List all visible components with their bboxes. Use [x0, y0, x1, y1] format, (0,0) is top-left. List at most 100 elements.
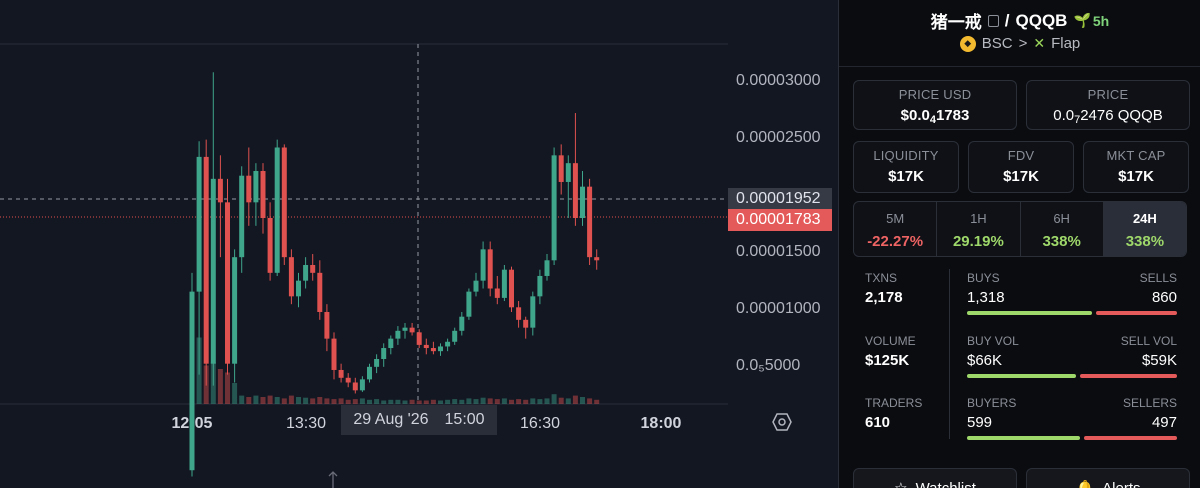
volume-bar	[253, 395, 259, 404]
mkt-cap-label: MKT CAP	[1106, 148, 1166, 163]
traders-label: TRADERS	[865, 396, 923, 410]
bell-icon: 🔔	[1075, 479, 1094, 488]
crosshair-price-tag: 0.00001952	[728, 188, 832, 210]
buyers-sellers-stat: BUYERS SELLERS 599 497	[967, 396, 1177, 456]
candle-body	[324, 312, 330, 339]
candle-body	[260, 171, 266, 218]
liquidity-value: $17K	[888, 168, 924, 185]
scroll-arrow-icon[interactable]	[326, 470, 340, 488]
candle-body	[587, 186, 593, 258]
candle-body	[246, 175, 252, 203]
volume-bar	[296, 397, 301, 404]
settings-hexagon-icon[interactable]	[772, 412, 792, 432]
candle-body	[281, 147, 287, 258]
volume-bar	[317, 397, 323, 404]
sprout-icon: 🌱	[1073, 12, 1091, 28]
volume-bar	[494, 399, 500, 404]
trade-stats: TXNS 2,178 VOLUME $125K TRADERS 610 BUYS…	[853, 257, 1187, 457]
token-name: 猪一戒	[930, 13, 982, 32]
volume-bar	[530, 398, 536, 404]
sell-vol-label: SELL VOL	[1120, 334, 1177, 348]
volume-bar	[331, 399, 337, 404]
volume-bar	[352, 399, 358, 404]
candle-body	[459, 316, 465, 331]
mkt-cap-value: $17K	[1118, 168, 1154, 185]
quote-symbol: QQQB	[1015, 10, 1068, 30]
alerts-button[interactable]: 🔔 Alerts	[1026, 468, 1190, 488]
price-axis-label: 0.00001000	[736, 300, 821, 317]
volume-bar	[509, 399, 514, 404]
candle-body	[537, 275, 543, 297]
sellers-value: 497	[1151, 414, 1177, 431]
volume-bar	[338, 398, 344, 404]
candle-body	[189, 291, 195, 471]
tab-24h[interactable]: 24H 338%	[1103, 202, 1186, 256]
tab-1h[interactable]: 1H 29.19%	[937, 202, 1021, 256]
mkt-cap-box: MKT CAP $17K	[1083, 141, 1189, 193]
volume-bar	[310, 398, 316, 404]
buyers-label: BUYERS	[967, 396, 1017, 410]
volume-bar	[459, 399, 465, 404]
volume-bar	[523, 399, 529, 404]
pair-age-value: 5h	[1092, 12, 1110, 29]
candle-body	[466, 291, 472, 317]
candle-body	[210, 178, 216, 364]
stats-divider	[949, 269, 950, 439]
chain-name[interactable]: BSC	[981, 35, 1013, 52]
buyers-value: 599	[967, 414, 993, 431]
volume-bar	[246, 397, 252, 404]
liquidity-box: LIQUIDITY $17K	[853, 141, 959, 193]
tab-6h[interactable]: 6H 338%	[1021, 202, 1104, 256]
volume-bar	[580, 397, 585, 404]
candle-body	[338, 369, 344, 378]
candle-body	[296, 280, 301, 297]
volume-bar	[587, 398, 593, 404]
volume-bar	[466, 398, 472, 404]
volume-bar	[395, 399, 401, 404]
crosshair-time: 15:00	[444, 411, 485, 428]
candle-body	[310, 265, 316, 273]
candle-body	[445, 341, 451, 347]
candle-body	[594, 257, 600, 261]
time-axis-label: 13:30	[286, 415, 326, 432]
tab-24h-change: 338%	[1125, 233, 1165, 250]
volume-bar	[225, 372, 230, 404]
candle-body	[565, 163, 571, 182]
volume-bar	[551, 394, 557, 404]
volume-bar	[445, 399, 451, 404]
sellers-label: SELLERS	[1122, 396, 1177, 410]
chart-pane[interactable]: 0.00003000 0.00002500 0.00001500 0.00001000…	[0, 0, 838, 488]
fdv-box: FDV $17K	[968, 141, 1074, 193]
price-axis-label: 0.0₅5000	[736, 357, 800, 374]
candle-body	[225, 202, 230, 364]
dex-name[interactable]: Flap	[1051, 35, 1081, 52]
watchlist-label: Watchlist	[915, 479, 976, 488]
volume-split-bar	[967, 374, 1177, 378]
volume-bar	[260, 397, 266, 404]
price-label: PRICE	[1087, 87, 1129, 102]
volume-bar	[281, 398, 287, 404]
volume-bar	[565, 398, 571, 404]
volume-bar	[416, 400, 422, 404]
last-price-tag: 0.00001783	[728, 209, 832, 231]
volume-bar	[558, 397, 564, 404]
watchlist-button[interactable]: ☆ Watchlist	[853, 468, 1017, 488]
sells-value: 860	[1151, 289, 1177, 306]
buy-vol-value: $66K	[967, 352, 1003, 369]
flap-dex-icon: ✕	[1033, 35, 1046, 51]
volume-stat: VOLUME $125K	[865, 334, 916, 369]
tab-5m-change: -22.27%	[867, 233, 924, 250]
tab-5m[interactable]: 5M -22.27%	[854, 202, 938, 256]
traders-value: 610	[865, 414, 891, 431]
chevron-right-icon: >	[1018, 35, 1028, 52]
volume-bar	[501, 398, 507, 404]
candle-body	[452, 330, 458, 342]
candle-body	[530, 296, 536, 328]
candlestick-chart[interactable]: 0.00003000 0.00002500 0.00001500 0.00001000…	[0, 0, 838, 488]
volume-bar	[452, 399, 458, 404]
volume-bar	[381, 400, 387, 404]
traders-stat: TRADERS 610	[865, 396, 922, 431]
copy-icon[interactable]	[987, 14, 999, 27]
bnb-chain-icon: ◆	[959, 35, 976, 52]
price-axis-label: 0.00001500	[736, 243, 821, 260]
